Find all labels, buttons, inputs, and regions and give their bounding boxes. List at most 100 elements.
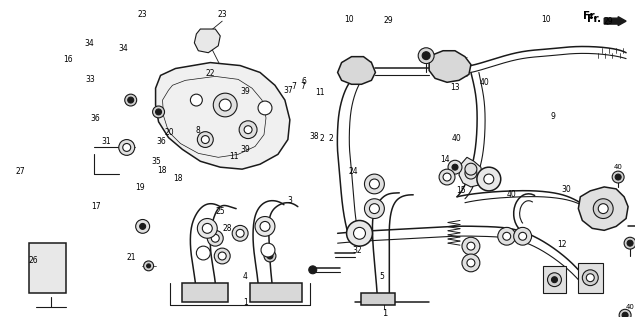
Circle shape: [519, 232, 527, 240]
Text: 27: 27: [15, 167, 25, 176]
Text: 14: 14: [440, 155, 450, 164]
Circle shape: [118, 140, 134, 155]
Text: 11: 11: [315, 88, 325, 98]
Circle shape: [211, 234, 219, 242]
Circle shape: [155, 109, 162, 115]
Circle shape: [364, 174, 384, 194]
Text: 29: 29: [383, 16, 393, 26]
Text: 18: 18: [173, 174, 182, 183]
Circle shape: [465, 163, 477, 175]
Circle shape: [207, 230, 223, 246]
Text: 9: 9: [550, 112, 555, 121]
Text: 19: 19: [134, 183, 145, 192]
Circle shape: [255, 217, 275, 236]
Circle shape: [422, 52, 430, 60]
Text: 15: 15: [456, 186, 466, 196]
Circle shape: [213, 93, 237, 117]
Polygon shape: [182, 283, 228, 302]
Text: 12: 12: [557, 240, 567, 249]
Polygon shape: [155, 63, 290, 169]
Circle shape: [448, 160, 462, 174]
Polygon shape: [429, 51, 471, 82]
Text: 39: 39: [241, 145, 250, 154]
Circle shape: [627, 240, 633, 246]
Circle shape: [203, 223, 212, 233]
Circle shape: [552, 277, 557, 283]
Polygon shape: [361, 292, 396, 305]
Text: 4: 4: [243, 272, 248, 281]
Text: 30: 30: [562, 185, 571, 194]
Text: 39: 39: [241, 87, 250, 96]
Text: 21: 21: [127, 253, 136, 262]
Circle shape: [201, 136, 210, 143]
Text: 17: 17: [92, 202, 101, 211]
Circle shape: [196, 246, 210, 260]
FancyArrow shape: [605, 17, 626, 26]
Circle shape: [364, 199, 384, 219]
Polygon shape: [459, 157, 483, 187]
Text: 13: 13: [450, 83, 460, 92]
Text: 8: 8: [196, 126, 200, 135]
Circle shape: [615, 174, 621, 180]
Polygon shape: [250, 283, 302, 302]
Circle shape: [484, 174, 494, 184]
Text: 28: 28: [222, 224, 232, 233]
Circle shape: [624, 237, 636, 249]
Circle shape: [309, 266, 317, 274]
Circle shape: [236, 229, 244, 237]
Circle shape: [140, 223, 146, 229]
Text: 7: 7: [300, 82, 305, 91]
Circle shape: [419, 48, 434, 64]
Text: 18: 18: [157, 166, 166, 175]
Circle shape: [244, 126, 252, 134]
Text: 25: 25: [215, 207, 225, 216]
Text: Fr.: Fr.: [583, 11, 598, 21]
Text: 37: 37: [283, 86, 292, 95]
Circle shape: [598, 204, 608, 213]
Circle shape: [622, 312, 628, 318]
Text: 10: 10: [541, 15, 552, 24]
Text: 32: 32: [353, 246, 362, 255]
Circle shape: [153, 106, 164, 118]
Text: 40: 40: [506, 190, 517, 199]
Polygon shape: [194, 29, 220, 53]
Text: 6: 6: [302, 77, 307, 86]
Text: 34: 34: [84, 39, 94, 48]
Text: 35: 35: [152, 157, 162, 166]
Polygon shape: [338, 57, 375, 84]
Circle shape: [467, 259, 475, 267]
Text: 40: 40: [613, 164, 622, 170]
Circle shape: [439, 169, 455, 185]
Text: 23: 23: [217, 10, 227, 19]
Circle shape: [593, 199, 613, 219]
Text: 36: 36: [90, 114, 100, 123]
Circle shape: [369, 204, 380, 213]
Circle shape: [147, 264, 150, 268]
Circle shape: [258, 101, 272, 115]
Circle shape: [586, 274, 594, 282]
Polygon shape: [578, 263, 603, 292]
Circle shape: [612, 171, 624, 183]
Text: 5: 5: [379, 272, 384, 281]
Text: 1: 1: [382, 309, 387, 318]
Text: 3: 3: [287, 196, 292, 205]
Text: 26: 26: [28, 256, 38, 265]
Circle shape: [582, 270, 598, 286]
Text: 34: 34: [118, 44, 128, 52]
Text: 1: 1: [243, 299, 248, 308]
Circle shape: [136, 220, 150, 233]
Text: 23: 23: [137, 10, 147, 19]
Circle shape: [513, 228, 532, 245]
Circle shape: [260, 221, 270, 231]
Polygon shape: [543, 266, 566, 292]
Text: 2: 2: [329, 134, 333, 143]
Circle shape: [197, 132, 213, 148]
Text: 10: 10: [344, 15, 354, 24]
Circle shape: [462, 254, 480, 272]
Text: 29: 29: [603, 17, 613, 26]
Circle shape: [261, 243, 275, 257]
Circle shape: [369, 179, 380, 189]
Circle shape: [443, 173, 451, 181]
Polygon shape: [578, 187, 628, 230]
Circle shape: [497, 228, 516, 245]
